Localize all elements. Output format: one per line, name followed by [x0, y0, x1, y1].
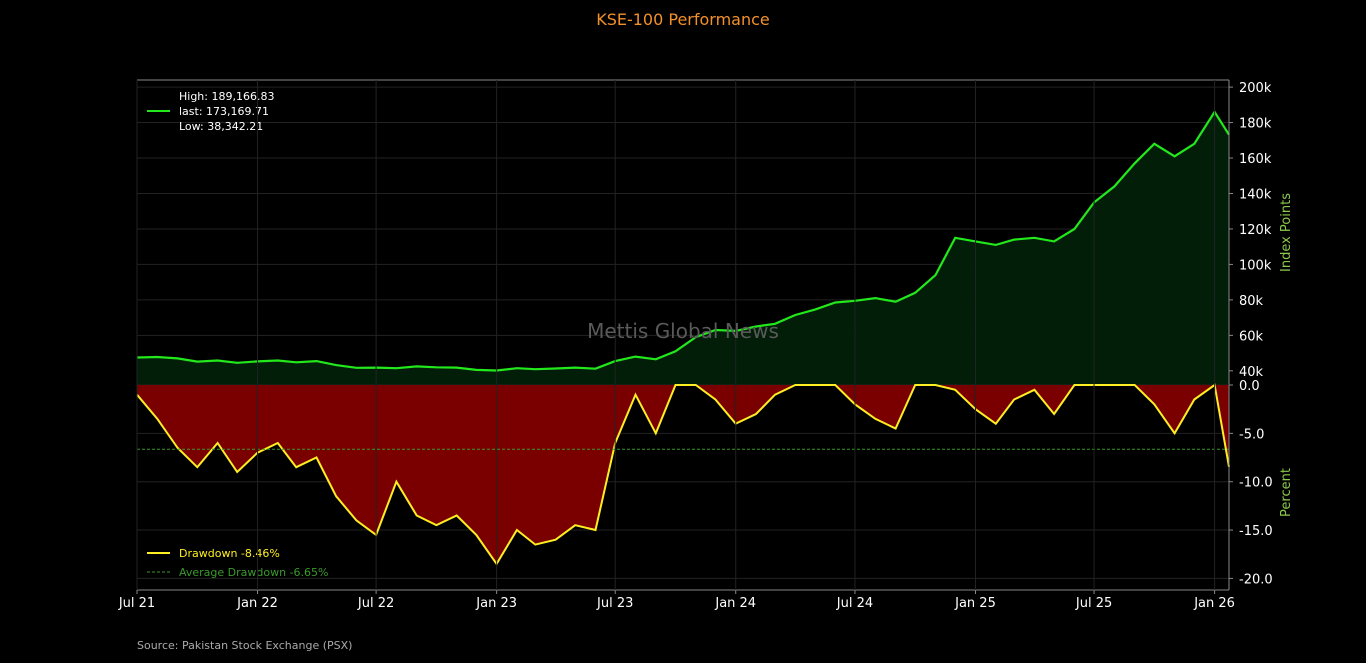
x-tick-label: Jul 25 [1075, 596, 1112, 611]
x-tick-label: Jul 23 [596, 596, 633, 611]
drawdown-line [136, 383, 1230, 566]
y-axis-label: Index Points [1279, 193, 1294, 272]
x-tick-label: Jul 21 [118, 596, 155, 611]
y-tick-label: 80k [1239, 294, 1264, 309]
legend-entry: last: 173,169.71 [179, 105, 269, 118]
y-tick-label: 160k [1239, 152, 1272, 167]
chart-title: KSE-100 Performance [596, 10, 770, 29]
y-tick-label: -15.0 [1239, 524, 1273, 539]
y-tick-label: 120k [1239, 223, 1272, 238]
y-tick-label: 140k [1239, 187, 1272, 202]
y-tick-label: 100k [1239, 258, 1272, 273]
index-line [136, 109, 1230, 372]
y-axis-label: Percent [1279, 468, 1294, 517]
x-tick-label: Jan 25 [954, 596, 996, 611]
y-tick-label: -20.0 [1239, 572, 1273, 587]
y-tick-label: 0.0 [1239, 379, 1260, 394]
watermark: Mettis Global News [587, 319, 779, 343]
x-tick-label: Jan 24 [714, 596, 756, 611]
x-tick-label: Jan 26 [1193, 596, 1235, 611]
legend-entry: Low: 38,342.21 [179, 120, 263, 133]
x-tick-label: Jul 24 [836, 596, 873, 611]
drawdown-area [137, 385, 1229, 564]
y-tick-label: -5.0 [1239, 427, 1264, 442]
x-tick-label: Jul 22 [357, 596, 394, 611]
x-tick-label: Jan 22 [236, 596, 278, 611]
y-tick-label: 60k [1239, 329, 1264, 344]
source-note: Source: Pakistan Stock Exchange (PSX) [137, 639, 353, 652]
legend-entry: Average Drawdown -6.65% [179, 566, 329, 579]
x-axis: Jul 21 Jan 22 Jul 22 Jan 23 Jul 23 Jan 24 Jul … [118, 80, 1235, 611]
y-tick-label: 40k [1239, 365, 1264, 380]
drawdown-panel: 0.0 -5.0 -10.0 -15.0 -20.0 Percent Drawdown -8… [136, 379, 1294, 591]
y-tick-label: 200k [1239, 81, 1272, 96]
y-tick-label: 180k [1239, 117, 1272, 132]
x-tick-label: Jan 23 [475, 596, 517, 611]
legend-entry: High: 189,166.83 [179, 90, 274, 103]
index-area [137, 111, 1229, 386]
legend-entry: Drawdown -8.46% [179, 547, 280, 560]
y-tick-label: -10.0 [1239, 476, 1273, 491]
